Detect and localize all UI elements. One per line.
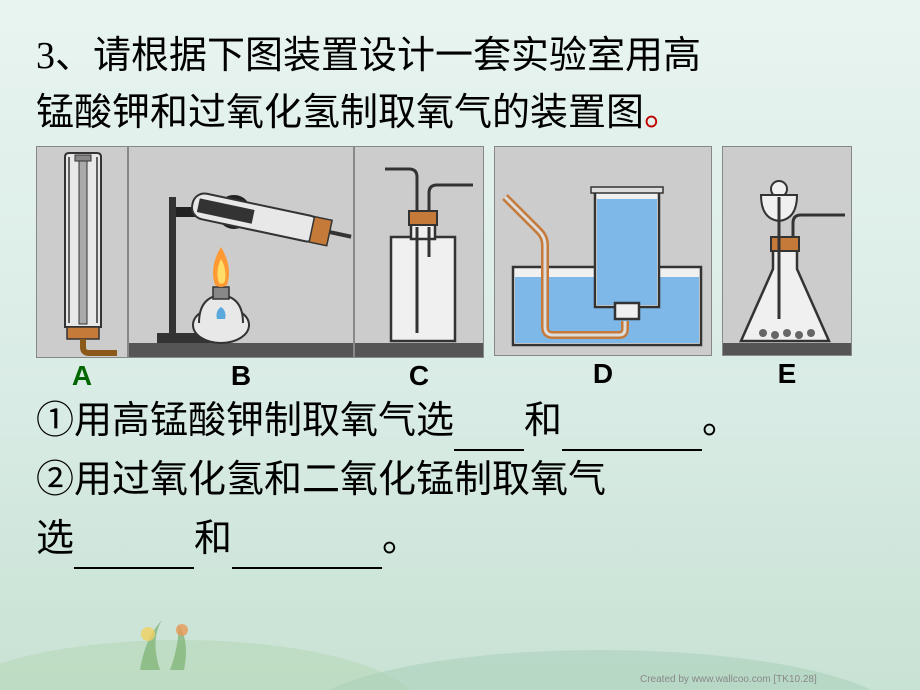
- apparatus-c: C: [354, 146, 484, 392]
- watermark: Created by www.wallcoo.com [TK10.28]: [640, 674, 817, 685]
- fill-questions: ①用高锰酸钾制取氧气选和。 ②用过氧化氢和二氧化锰制取氧气 选和。: [36, 392, 884, 569]
- q2-suffix: 。: [382, 518, 420, 560]
- question-text: 3、请根据下图装置设计一套实验室用高 锰酸钾和过氧化氢制取氧气的装置图。: [36, 28, 884, 142]
- q-line2: 锰酸钾和过氧化氢制取氧气的装置图: [36, 92, 644, 134]
- apparatus-b: B: [128, 146, 354, 392]
- apparatus-e-svg: [722, 146, 852, 356]
- apparatus-row: A: [36, 146, 884, 392]
- q1-blank2[interactable]: [562, 419, 702, 451]
- label-c: C: [409, 360, 429, 392]
- q2-blank2[interactable]: [232, 537, 382, 569]
- apparatus-c-svg: [354, 146, 484, 358]
- apparatus-a: A: [36, 146, 128, 392]
- label-e: E: [778, 358, 797, 390]
- q1-suffix: 。: [702, 400, 740, 442]
- q2-prefix: 选: [36, 518, 74, 560]
- q1-blank1[interactable]: [454, 419, 524, 451]
- q-line1: 请根据下图装置设计一套实验室用高: [93, 35, 701, 77]
- apparatus-a-svg: [36, 146, 128, 358]
- apparatus-b-svg: [128, 146, 354, 358]
- label-a: A: [72, 360, 92, 392]
- footer-decoration: Created by www.wallcoo.com [TK10.28]: [0, 600, 920, 690]
- q2-blank1[interactable]: [74, 537, 194, 569]
- q1-prefix: ①用高锰酸钾制取氧气选: [36, 400, 454, 442]
- apparatus-e: E: [722, 146, 852, 392]
- q-number: 3、: [36, 35, 93, 77]
- q1-and: 和: [524, 400, 562, 442]
- q-period: 。: [644, 92, 682, 134]
- label-d: D: [593, 358, 613, 390]
- q2-line1: ②用过氧化氢和二氧化锰制取氧气: [36, 459, 606, 501]
- apparatus-d: D: [494, 146, 712, 392]
- label-b: B: [231, 360, 251, 392]
- apparatus-d-svg: [494, 146, 712, 356]
- q2-and: 和: [194, 518, 232, 560]
